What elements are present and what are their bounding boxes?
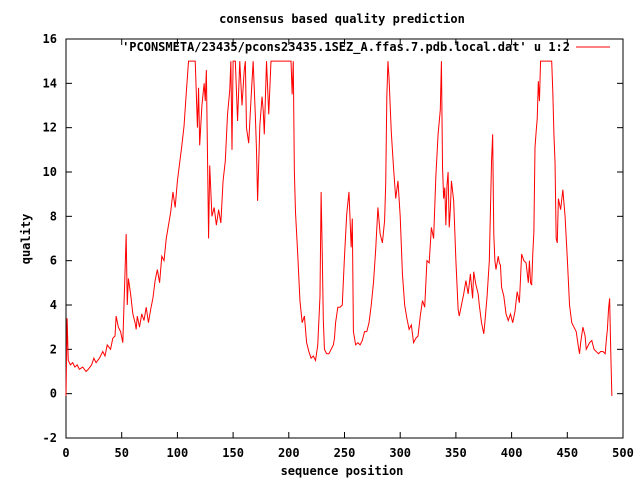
legend-label: 'PCONSMETA/23435/pcons23435.1SEZ_A.ffas.… <box>122 40 570 55</box>
y-axis-label: quality <box>19 214 33 265</box>
y-tick-label: 4 <box>50 298 57 312</box>
x-axis-label: sequence position <box>281 464 404 478</box>
y-tick-label: 0 <box>50 387 57 401</box>
x-tick-label: 250 <box>334 446 356 460</box>
x-tick-label: 0 <box>62 446 69 460</box>
y-axis-ticks: -2 0 2 4 6 8 10 12 14 16 <box>43 32 623 445</box>
x-tick-label: 350 <box>445 446 467 460</box>
y-tick-label: 12 <box>43 121 57 135</box>
x-tick-label: 400 <box>501 446 523 460</box>
x-tick-label: 50 <box>114 446 128 460</box>
x-tick-label: 450 <box>556 446 578 460</box>
legend: 'PCONSMETA/23435/pcons23435.1SEZ_A.ffas.… <box>122 40 610 55</box>
y-tick-label: 14 <box>43 76 57 90</box>
x-tick-label: 300 <box>389 446 411 460</box>
x-tick-label: 100 <box>167 446 189 460</box>
y-tick-label: 16 <box>43 32 57 46</box>
y-tick-label: 6 <box>50 254 57 268</box>
y-tick-label: 10 <box>43 165 57 179</box>
x-tick-label: 200 <box>278 446 300 460</box>
y-tick-label: 8 <box>50 209 57 223</box>
chart-title: consensus based quality prediction <box>219 12 465 26</box>
series-group <box>65 60 613 396</box>
series-line-0 <box>65 60 613 396</box>
x-axis-ticks: 0 50 100 150 200 250 300 350 400 450 500 <box>62 39 634 460</box>
y-tick-label: -2 <box>43 431 57 445</box>
x-tick-label: 500 <box>612 446 634 460</box>
y-tick-label: 2 <box>50 342 57 356</box>
x-tick-label: 150 <box>222 446 244 460</box>
